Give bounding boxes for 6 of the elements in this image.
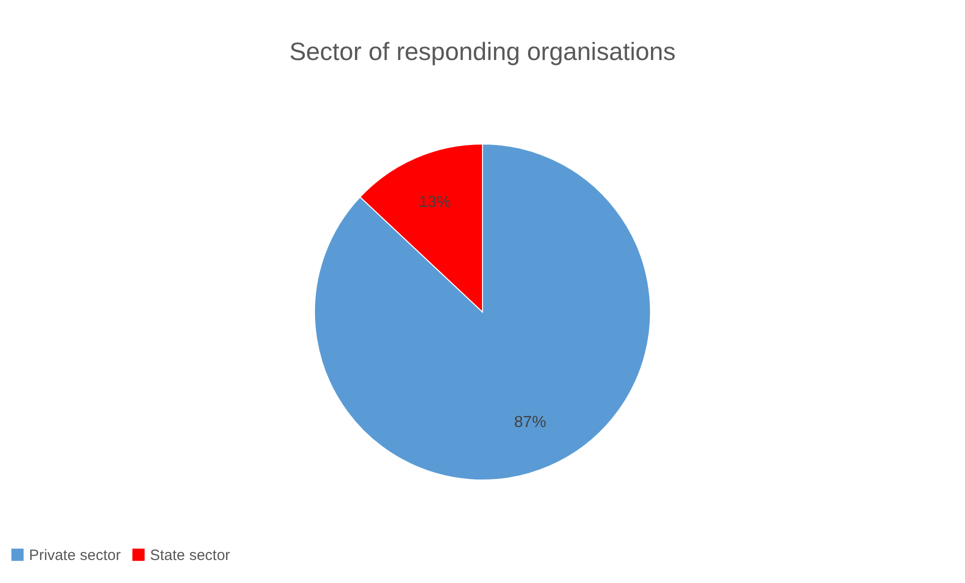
legend-label: State sector — [150, 546, 230, 564]
data-label: 87% — [514, 414, 546, 432]
data-label: 13% — [418, 194, 451, 211]
legend-label: Private sector — [29, 546, 121, 564]
chart-title: Sector of responding organisations — [289, 38, 676, 66]
pie-slice — [314, 144, 651, 480]
